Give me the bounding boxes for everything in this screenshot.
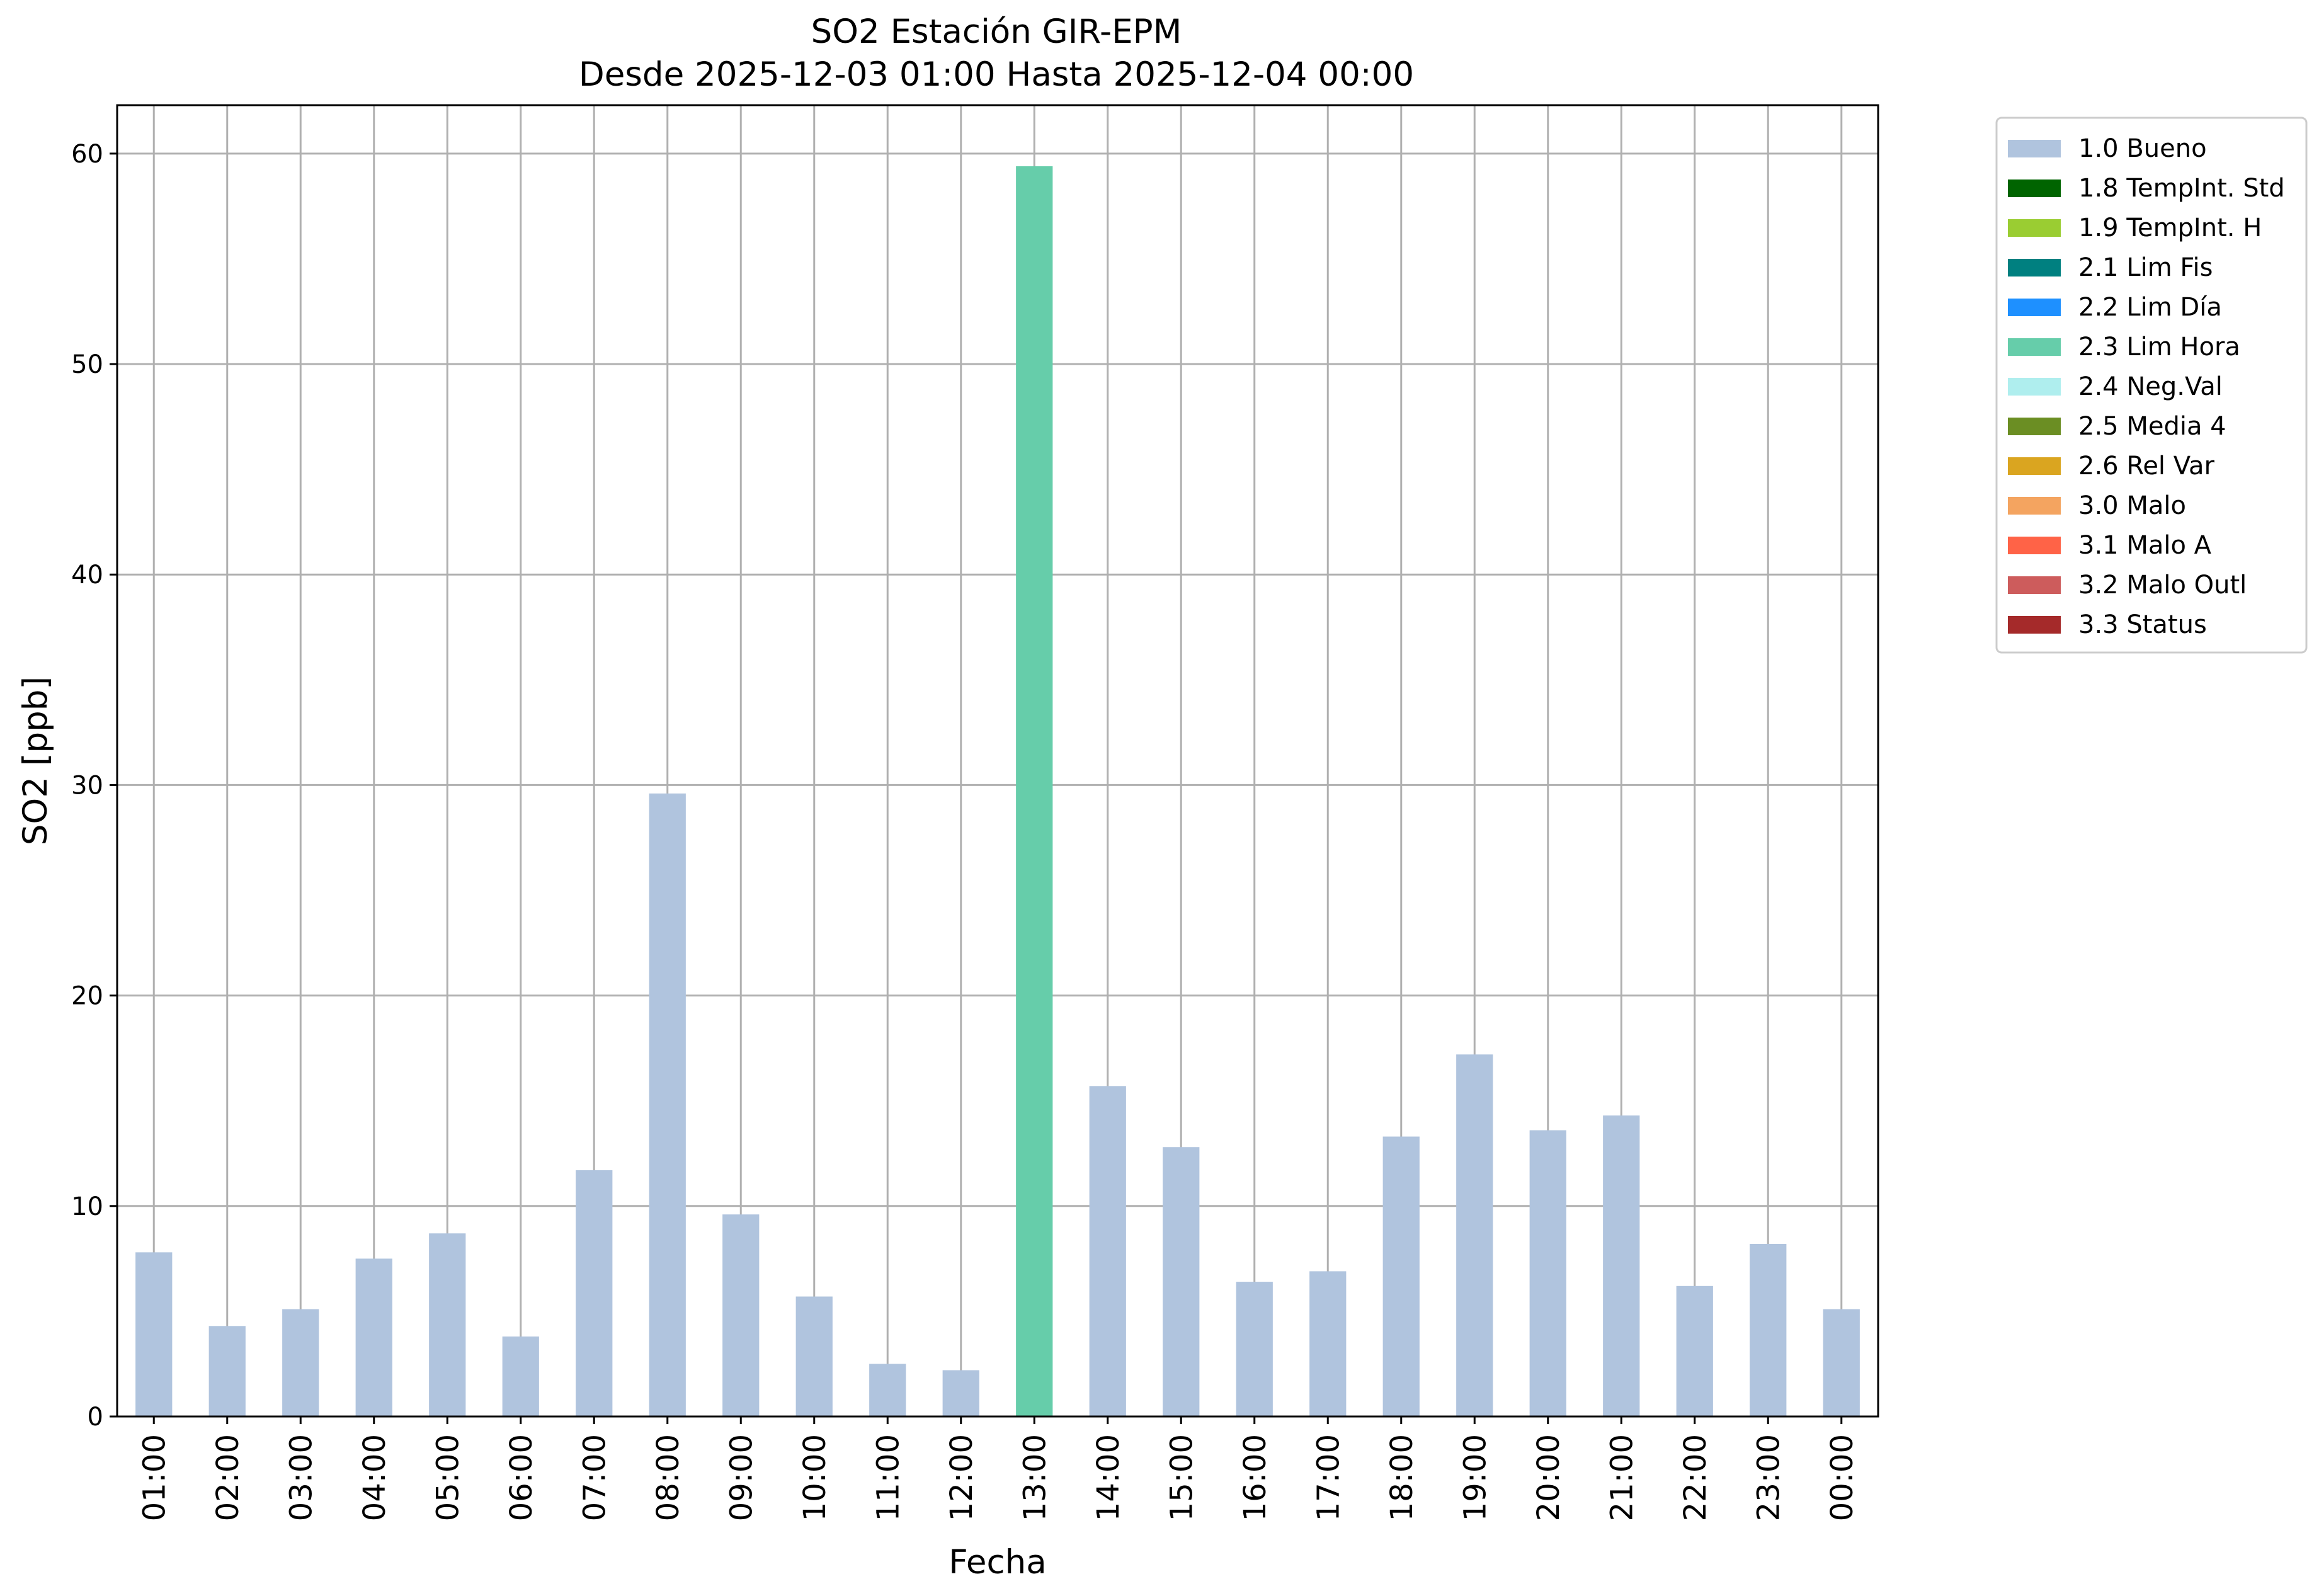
x-tick-label: 02:00 — [210, 1434, 246, 1521]
y-tick-label: 10 — [71, 1192, 103, 1221]
legend-label: 2.3 Lim Hora — [2078, 333, 2240, 362]
x-tick-label: 07:00 — [577, 1434, 612, 1521]
legend-swatch — [2008, 576, 2061, 594]
y-tick-label: 60 — [71, 140, 103, 169]
x-tick-label: 17:00 — [1311, 1434, 1346, 1521]
x-tick-label: 04:00 — [357, 1434, 392, 1521]
legend-swatch — [2008, 418, 2061, 435]
bar-0000 — [1823, 1309, 1860, 1416]
bars — [135, 166, 1860, 1416]
legend-swatch — [2008, 219, 2061, 237]
y-tick-label: 30 — [71, 771, 103, 800]
legend-label: 1.8 TempInt. Std — [2078, 174, 2285, 203]
x-tick-label: 14:00 — [1091, 1434, 1126, 1521]
bar-2300 — [1750, 1243, 1787, 1416]
x-tick-label: 03:00 — [283, 1434, 319, 1521]
chart-subtitle: Desde 2025-12-03 01:00 Hasta 2025-12-04 … — [579, 55, 1414, 94]
bar-2200 — [1676, 1285, 1713, 1416]
x-tick-label: 09:00 — [724, 1434, 759, 1521]
bar-0500 — [429, 1233, 466, 1416]
x-tick-label: 06:00 — [504, 1434, 539, 1521]
bar-0700 — [576, 1170, 613, 1416]
bar-1700 — [1309, 1271, 1347, 1416]
y-axis-ticks: 0 10 20 30 40 50 60 — [71, 140, 117, 1432]
legend-label: 3.0 Malo — [2078, 491, 2186, 520]
x-tick-label: 12:00 — [944, 1434, 979, 1521]
x-axis-ticks: 01:00 02:00 03:00 04:00 05:00 06:00 07:00 08:00… — [137, 1416, 1860, 1521]
legend-box — [1995, 117, 2308, 654]
bar-1000 — [795, 1296, 833, 1416]
bar-1400 — [1089, 1086, 1126, 1416]
x-tick-label: 16:00 — [1238, 1434, 1273, 1521]
bar-1500 — [1163, 1147, 1200, 1416]
bar-1900 — [1456, 1054, 1493, 1416]
legend-label: 2.1 Lim Fis — [2078, 253, 2213, 282]
x-tick-label: 23:00 — [1751, 1434, 1786, 1521]
bar-0200 — [208, 1326, 246, 1416]
legend-swatch — [2008, 616, 2061, 634]
bar-1100 — [869, 1364, 906, 1416]
bar-0900 — [722, 1214, 760, 1416]
x-tick-label: 10:00 — [797, 1434, 833, 1521]
plot-frame — [116, 104, 1879, 1418]
x-tick-label: 15:00 — [1164, 1434, 1199, 1521]
y-tick-label: 20 — [71, 982, 103, 1011]
x-tick-label: 08:00 — [651, 1434, 686, 1521]
legend-swatch — [2008, 180, 2061, 197]
x-tick-label: 20:00 — [1531, 1434, 1566, 1521]
x-tick-label: 00:00 — [1825, 1434, 1860, 1521]
x-tick-label: 22:00 — [1678, 1434, 1713, 1521]
legend-label: 3.1 Malo A — [2078, 531, 2212, 560]
bar-2100 — [1603, 1115, 1640, 1416]
y-tick-label: 40 — [71, 561, 103, 590]
bar-0400 — [355, 1258, 392, 1416]
bar-1600 — [1236, 1282, 1273, 1416]
x-tick-label: 18:00 — [1384, 1434, 1420, 1521]
legend: 1.0 Bueno 1.8 TempInt. Std 1.9 TempInt. H 2… — [1995, 117, 2308, 654]
chart-title: SO2 Estación GIR-EPM — [811, 13, 1182, 51]
legend-label: 1.0 Bueno — [2078, 134, 2207, 163]
legend-label: 3.3 Status — [2078, 610, 2207, 639]
bar-0800 — [649, 793, 686, 1416]
legend-label: 2.5 Media 4 — [2078, 412, 2226, 441]
y-axis-label: SO2 [ppb] — [16, 676, 55, 845]
legend-label: 2.6 Rel Var — [2078, 452, 2215, 481]
y-tick-label: 0 — [88, 1403, 103, 1432]
x-tick-label: 19:00 — [1457, 1434, 1493, 1521]
x-tick-label: 01:00 — [137, 1434, 172, 1521]
bar-2000 — [1529, 1130, 1566, 1416]
x-tick-label: 11:00 — [870, 1434, 906, 1521]
legend-label: 2.2 Lim Día — [2078, 293, 2222, 322]
legend-swatch — [2008, 338, 2061, 356]
legend-label: 3.2 Malo Outl — [2078, 571, 2247, 600]
legend-swatch — [2008, 140, 2061, 157]
x-tick-label: 13:00 — [1017, 1434, 1052, 1521]
x-axis-label: Fecha — [949, 1543, 1046, 1582]
legend-swatch — [2008, 497, 2061, 515]
legend-label: 1.9 TempInt. H — [2078, 214, 2262, 242]
bar-1300 — [1016, 166, 1053, 1416]
bar-1200 — [942, 1370, 979, 1416]
x-tick-label: 21:00 — [1604, 1434, 1639, 1521]
legend-label: 2.4 Neg.Val — [2078, 372, 2223, 401]
legend-swatch — [2008, 378, 2061, 396]
bar-0300 — [282, 1309, 319, 1416]
legend-swatch — [2008, 537, 2061, 554]
bar-1800 — [1382, 1136, 1420, 1416]
x-tick-label: 05:00 — [430, 1434, 465, 1521]
legend-swatch — [2008, 299, 2061, 316]
legend-swatch — [2008, 457, 2061, 475]
bar-0600 — [502, 1337, 539, 1416]
bar-0100 — [135, 1252, 173, 1416]
y-tick-label: 50 — [71, 350, 103, 379]
legend-swatch — [2008, 259, 2061, 276]
